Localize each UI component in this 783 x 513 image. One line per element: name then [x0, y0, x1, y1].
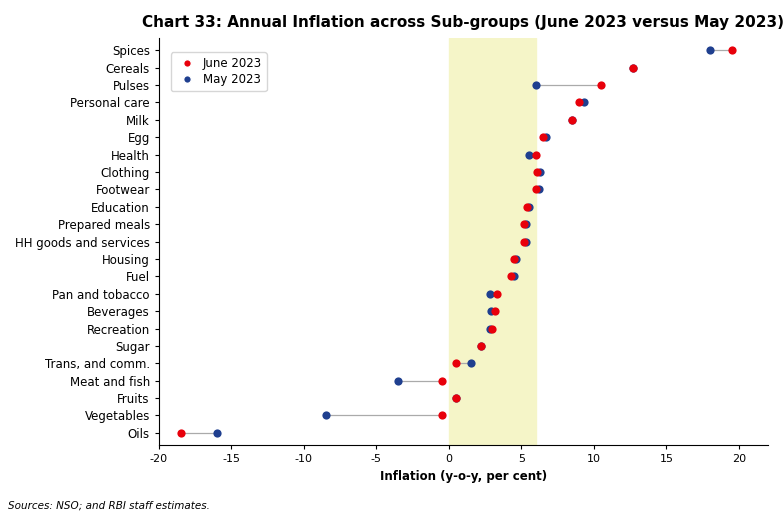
- June 2023: [529, 185, 542, 193]
- May 2023: [539, 133, 552, 142]
- June 2023: [518, 238, 531, 246]
- May 2023: [392, 377, 405, 385]
- June 2023: [726, 46, 738, 54]
- May 2023: [578, 98, 590, 107]
- June 2023: [175, 429, 187, 437]
- June 2023: [490, 290, 503, 298]
- May 2023: [532, 185, 545, 193]
- June 2023: [521, 203, 533, 211]
- June 2023: [595, 81, 608, 89]
- May 2023: [464, 359, 477, 367]
- June 2023: [435, 411, 448, 420]
- May 2023: [211, 429, 223, 437]
- May 2023: [522, 203, 535, 211]
- May 2023: [529, 81, 542, 89]
- June 2023: [531, 168, 543, 176]
- June 2023: [486, 324, 499, 332]
- June 2023: [508, 255, 521, 263]
- May 2023: [483, 324, 496, 332]
- May 2023: [485, 307, 497, 315]
- June 2023: [505, 272, 518, 281]
- May 2023: [474, 342, 487, 350]
- June 2023: [450, 394, 463, 402]
- May 2023: [627, 64, 640, 72]
- June 2023: [529, 150, 542, 159]
- May 2023: [522, 150, 535, 159]
- May 2023: [450, 394, 463, 402]
- Title: Chart 33: Annual Inflation across Sub-groups (June 2023 versus May 2023): Chart 33: Annual Inflation across Sub-gr…: [143, 15, 783, 30]
- May 2023: [520, 220, 532, 228]
- May 2023: [704, 46, 716, 54]
- June 2023: [566, 116, 579, 124]
- June 2023: [537, 133, 550, 142]
- May 2023: [508, 272, 521, 281]
- June 2023: [450, 359, 463, 367]
- Text: Sources: NSO; and RBI staff estimates.: Sources: NSO; and RBI staff estimates.: [8, 501, 210, 510]
- June 2023: [573, 98, 586, 107]
- June 2023: [474, 342, 487, 350]
- June 2023: [489, 307, 502, 315]
- June 2023: [435, 377, 448, 385]
- Legend: June 2023, May 2023: June 2023, May 2023: [171, 52, 267, 91]
- June 2023: [627, 64, 640, 72]
- May 2023: [319, 411, 332, 420]
- May 2023: [510, 255, 522, 263]
- Bar: [449, 38, 536, 445]
- X-axis label: Inflation (y-o-y, per cent): Inflation (y-o-y, per cent): [380, 469, 547, 483]
- June 2023: [518, 220, 531, 228]
- May 2023: [534, 168, 547, 176]
- May 2023: [566, 116, 579, 124]
- May 2023: [520, 238, 532, 246]
- May 2023: [483, 290, 496, 298]
